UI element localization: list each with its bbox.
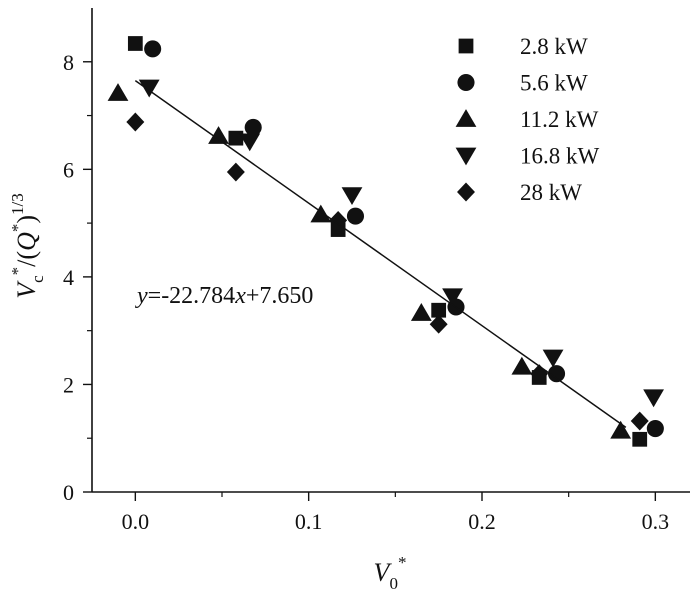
data-point-circle (547, 365, 566, 383)
data-point-diamond (329, 210, 348, 230)
data-point-triangle-up (511, 356, 533, 375)
y-tick-label: 8 (63, 50, 74, 75)
legend-marker-square (458, 38, 474, 54)
legend-entry: 28 kW (457, 180, 582, 205)
legend-marker-diamond (457, 182, 475, 202)
legend-label: 16.8 kW (520, 144, 600, 169)
fit-equation-part: x (234, 283, 246, 309)
y-tick-label: 0 (63, 480, 74, 505)
data-point-circle (244, 118, 262, 136)
fit-line-group (134, 79, 627, 428)
data-point-diamond (630, 411, 649, 431)
data-point-triangle-down (442, 288, 463, 307)
data-point-triangle-up (208, 126, 229, 144)
data-point-square (632, 431, 648, 447)
x-tick-label: 0.3 (642, 509, 670, 534)
x-axis-label: V0* (374, 553, 407, 593)
data-point-diamond (226, 162, 245, 182)
data-point-diamond (429, 314, 448, 334)
y-axis-label-star2: * (8, 224, 27, 233)
legend-marker-circle (457, 73, 475, 92)
data-point-triangle-down (643, 389, 664, 408)
x-tick-label: 0.2 (468, 509, 496, 534)
data-point-square (431, 302, 447, 318)
axes (83, 8, 690, 501)
data-point-triangle-down (542, 349, 564, 368)
y-tick-label: 2 (63, 372, 74, 397)
data-point-circle (144, 40, 162, 58)
legend-label: 2.8 kW (520, 34, 588, 59)
y-axis-label-c: c (28, 275, 47, 283)
data-point-triangle-down (341, 187, 363, 206)
x-tick-label: 0.0 (122, 509, 150, 534)
data-point-diamond (126, 112, 145, 132)
x-tick-label: 0.1 (295, 509, 323, 534)
y-axis-label-v: V (12, 280, 41, 299)
tick-labels: 0.0 0.1 0.2 0.3 0 2 4 6 8 (63, 50, 669, 534)
data-point-triangle-down (239, 133, 261, 152)
data-markers (107, 36, 664, 447)
data-point-triangle-up (310, 204, 332, 223)
legend-marker-triangle-down (455, 147, 477, 166)
fit-equation-part: +7.650 (246, 283, 314, 309)
legend-label: 11.2 kW (520, 107, 599, 132)
y-axis-label-star1: * (8, 267, 27, 276)
data-point-circle (346, 207, 365, 225)
data-point-square (127, 36, 143, 51)
y-axis-label-paren-open: /( (12, 251, 41, 267)
y-axis-label: Vc*/(Q*)1/3 (8, 193, 47, 299)
data-point-triangle-up (107, 83, 129, 101)
x-axis-label-sub: 0 (389, 574, 398, 593)
legend-label: 28 kW (520, 180, 582, 205)
data-point-triangle-up (610, 420, 632, 439)
legend-entry: 5.6 kW (457, 71, 588, 96)
data-point-square (228, 130, 244, 146)
y-axis-label-q: Q (12, 232, 41, 251)
data-point-triangle-down (138, 79, 160, 98)
x-axis-label-sup: * (398, 553, 407, 572)
y-axis-label-paren-close: ) (12, 215, 41, 224)
fit-equation-part: =-22.784 (148, 283, 236, 309)
legend-label: 5.6 kW (520, 71, 588, 96)
legend-entry: 2.8 kW (458, 34, 588, 59)
y-axis-label-exp: 1/3 (8, 193, 27, 215)
data-point-circle (646, 419, 664, 438)
fit-line (134, 79, 627, 428)
fit-equation-part: y (135, 283, 148, 309)
x-axis-label-main: V (374, 558, 393, 587)
legend-marker-triangle-up (455, 109, 477, 127)
y-tick-label: 4 (63, 265, 74, 290)
legend: 2.8 kW 5.6 kW 11.2 kW 16.8 kW 28 kW (455, 34, 600, 205)
legend-entry: 11.2 kW (455, 107, 599, 132)
fit-equation: y=-22.784x+7.650 (135, 283, 313, 309)
legend-entry: 16.8 kW (455, 144, 600, 169)
y-tick-label: 6 (63, 157, 74, 182)
data-point-triangle-up (410, 303, 432, 321)
